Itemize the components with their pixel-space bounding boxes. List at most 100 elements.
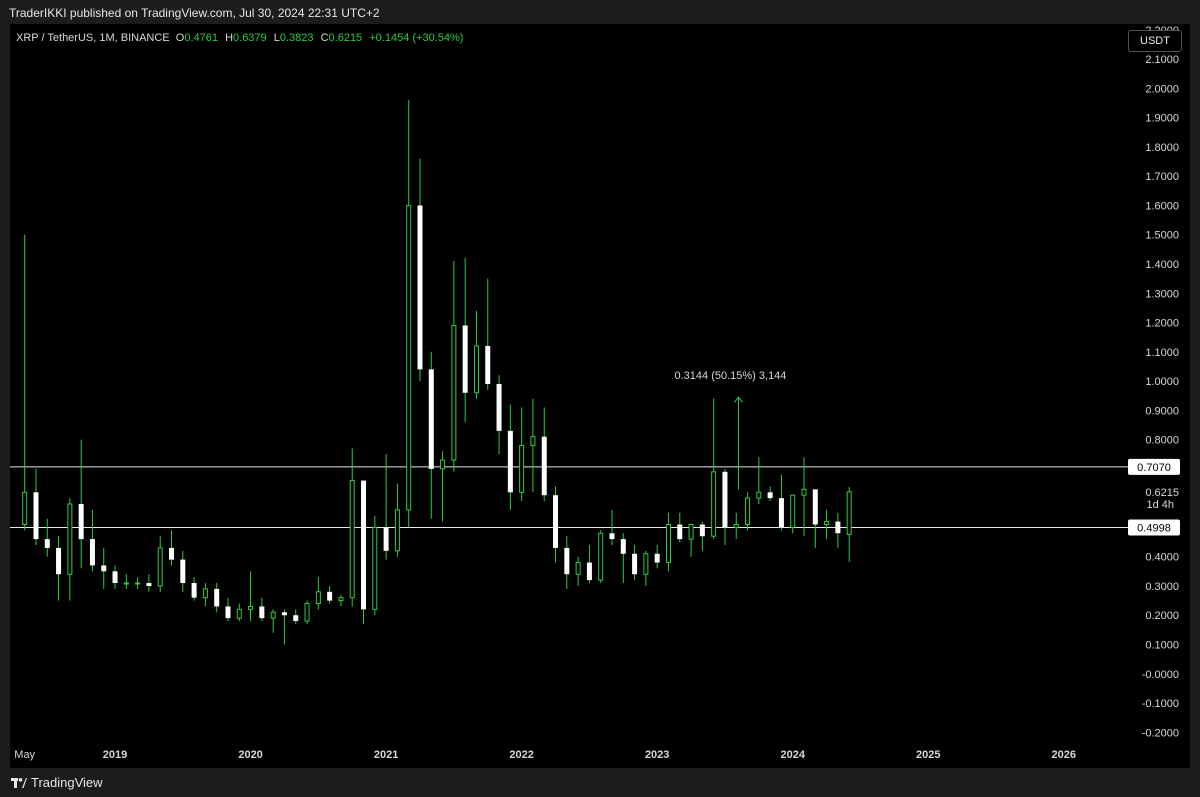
x-tick-label: 2026: [1052, 749, 1076, 761]
candle-body-63: [733, 523, 739, 528]
measure-arrowhead: [734, 396, 743, 403]
candle-body-72: [835, 521, 841, 534]
candle-body-62: [722, 471, 728, 528]
candle-body-48: [564, 547, 570, 575]
open-value: 0.4761: [184, 32, 218, 44]
candle-body-73: [846, 491, 852, 535]
y-tick-label: 1.7000: [1145, 171, 1179, 183]
candle-body-53: [620, 539, 626, 554]
candle-body-30: [361, 480, 367, 610]
candle-body-52: [609, 533, 615, 540]
y-tick-label: 1.5000: [1145, 230, 1179, 242]
candle-body-25: [304, 603, 310, 622]
top-bar: TraderIKKI published on TradingView.com,…: [0, 0, 1200, 24]
candle-body-12: [157, 547, 163, 587]
y-tick-label: 1.4000: [1145, 259, 1179, 271]
candle-body-3: [56, 547, 62, 575]
candle-body-17: [214, 588, 220, 607]
y-tick-label: -0.0000: [1142, 669, 1179, 681]
candle-body-31: [372, 526, 378, 610]
tradingview-brand[interactable]: TradingView: [11, 775, 103, 790]
candle-body-33: [394, 509, 400, 552]
y-tick-label: 0.1000: [1145, 639, 1179, 651]
candle-body-42: [496, 384, 502, 431]
candle-body-65: [756, 491, 762, 499]
candle-body-43: [507, 430, 513, 493]
y-tick-label: 1.3000: [1145, 288, 1179, 300]
y-tick-label: 1.8000: [1145, 142, 1179, 154]
candle-body-67: [778, 498, 784, 528]
candle-body-15: [191, 583, 197, 598]
measure-label: 0.3144 (50.15%) 3,144: [675, 370, 787, 382]
y-tick-label: -0.1000: [1142, 698, 1179, 710]
y-tick-label: 2.0000: [1145, 83, 1179, 95]
x-tick-label: 2020: [238, 749, 262, 761]
candle-body-46: [541, 436, 547, 496]
candle-body-20: [248, 605, 254, 610]
x-tick-label: 2025: [916, 749, 940, 761]
candle-body-1: [33, 492, 39, 540]
currency-button[interactable]: USDT: [1128, 30, 1182, 52]
candle-body-38: [451, 324, 457, 461]
high-value: 0.6379: [233, 32, 267, 44]
candle-body-71: [824, 521, 830, 525]
candle-body-44: [519, 444, 525, 493]
candle-body-64: [745, 497, 751, 525]
y-tick-label: 1.2000: [1145, 318, 1179, 330]
candle-body-26: [315, 591, 321, 605]
price-tag-label-0: 0.7070: [1137, 462, 1171, 474]
candle-body-27: [327, 591, 333, 601]
y-tick-label: 1.1000: [1145, 347, 1179, 359]
candle-body-55: [643, 553, 649, 575]
candle-body-21: [259, 606, 265, 619]
candle-body-29: [349, 480, 355, 599]
open-label: O: [175, 32, 185, 44]
candle-body-4: [67, 503, 73, 575]
y-tick-label: 0.3000: [1145, 581, 1179, 593]
candle-body-40: [473, 345, 479, 394]
low-value: 0.3823: [279, 32, 314, 44]
high-label: H: [225, 32, 234, 44]
candle-body-49: [575, 562, 581, 575]
candle-body-24: [293, 615, 299, 622]
y-tick-label: 0.2000: [1145, 610, 1179, 622]
symbol-name: XRP / TetherUS, 1M, BINANCE: [16, 32, 170, 44]
candle-body-47: [553, 495, 559, 548]
y-tick-label: 0.6215: [1145, 487, 1179, 499]
candle-body-11: [146, 583, 152, 586]
candle-body-58: [677, 524, 683, 540]
price-tag-bg-0: [1128, 458, 1180, 475]
candle-body-32: [383, 527, 389, 551]
candle-body-60: [699, 524, 705, 537]
y-tick-label: 1.6000: [1145, 200, 1179, 212]
candle-body-61: [711, 471, 717, 537]
chart-area[interactable]: 0.3144 (50.15%) 3,1442.20002.10002.00001…: [10, 24, 1190, 768]
candle-body-9: [123, 582, 129, 585]
candle-body-5: [78, 504, 84, 540]
candle-body-16: [202, 588, 208, 599]
candle-body-2: [44, 539, 50, 548]
candlestick-chart[interactable]: 0.3144 (50.15%) 3,1442.20002.10002.00001…: [10, 24, 1190, 768]
candle-body-14: [180, 559, 186, 584]
x-tick-label: 2022: [509, 749, 533, 761]
candle-body-51: [598, 532, 604, 581]
footer: TradingView: [0, 768, 1200, 797]
close-label: C: [320, 32, 329, 44]
candle-body-35: [417, 205, 423, 370]
x-tick-label: 2021: [374, 749, 398, 761]
candle-body-54: [632, 553, 638, 575]
candle-body-69: [801, 488, 807, 496]
candle-body-59: [688, 523, 694, 540]
candle-body-28: [338, 597, 344, 602]
candle-body-68: [790, 494, 796, 528]
x-tick-label: 2023: [645, 749, 669, 761]
candle-body-22: [270, 611, 276, 619]
candle-body-56: [654, 553, 660, 563]
y-tick-label: 1.0000: [1145, 376, 1179, 388]
candle-body-10: [135, 582, 141, 585]
candle-body-23: [281, 612, 287, 616]
candle-body-19: [236, 608, 242, 619]
candle-body-39: [462, 325, 468, 393]
y-tick-label: 0.4000: [1145, 552, 1179, 564]
candle-body-37: [440, 459, 446, 470]
